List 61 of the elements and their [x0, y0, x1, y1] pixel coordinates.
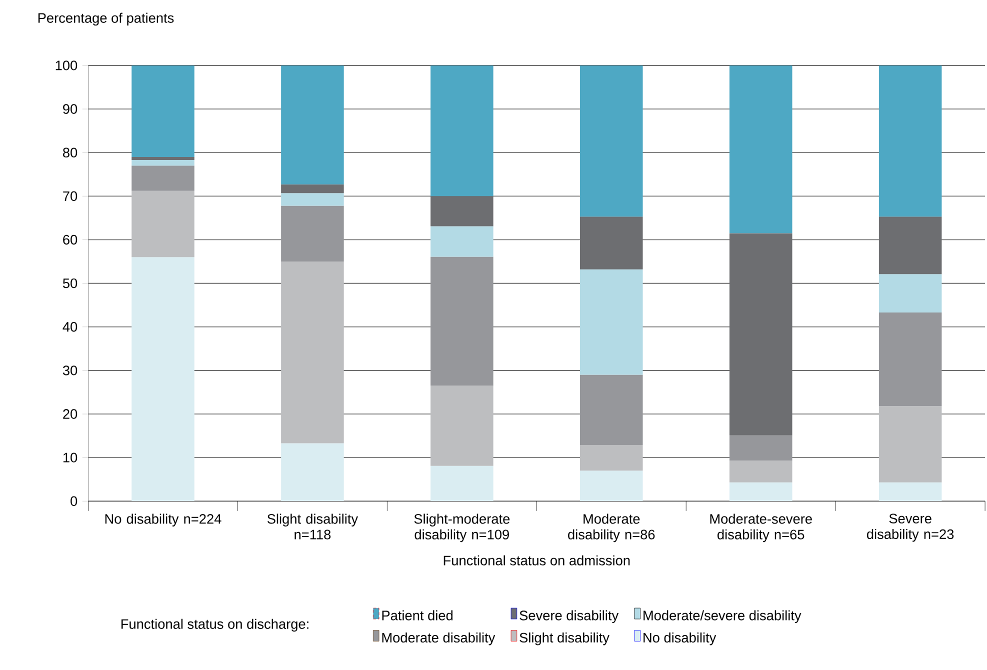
bar [729, 435, 792, 461]
legend-title: Functional status on discharge: [121, 618, 308, 632]
bar [281, 206, 344, 262]
legend-label: No disability [644, 632, 716, 646]
bar [132, 156, 194, 160]
bar [878, 406, 942, 482]
x-tick-label: Severe disability n=23 [866, 514, 954, 542]
y-axis-title: Percentage of patients [38, 12, 174, 26]
legend-label: Severe disability [520, 610, 619, 623]
legend-label: Moderate disability [382, 632, 496, 646]
y-tick-label: 90 [63, 104, 78, 114]
bar [132, 190, 194, 258]
y-tick-label: 40 [62, 322, 78, 332]
bar [430, 256, 494, 386]
legend-label: Patient died [382, 610, 453, 620]
y-tick-label: 60 [63, 234, 78, 244]
x-axis-title: Functional status on admission [444, 555, 630, 566]
y-tick-label: 20 [63, 409, 78, 419]
x-tick-label: Slight disability n=118 [267, 514, 358, 540]
bar [729, 482, 792, 502]
y-tick-label: 0 [70, 496, 78, 506]
bar [132, 257, 194, 502]
bar [281, 193, 344, 206]
bar [729, 233, 792, 436]
bar [878, 65, 942, 217]
y-tick-label: 80 [63, 148, 78, 158]
bar [132, 65, 194, 157]
x-tick-label: Slight-moderate disability n=109 [414, 514, 510, 542]
bar [878, 274, 942, 312]
y-tick-label: 100 [56, 60, 78, 70]
bar [132, 160, 194, 166]
y-tick-label: 10 [63, 452, 78, 462]
x-tick-label: No disability n=224 [105, 514, 222, 526]
x-tick-label: Moderate disability n=86 [568, 514, 655, 542]
bar [729, 65, 792, 234]
legend-label: Slight disability [520, 632, 610, 646]
bar [580, 444, 643, 471]
bar [430, 226, 494, 257]
y-tick-label: 30 [62, 366, 78, 376]
bar [281, 184, 344, 194]
bar [430, 466, 494, 502]
legend-label: Moderate/severe disability [644, 610, 802, 623]
x-tick-label: Moderate-severe disability n=65 [710, 514, 812, 542]
bar [430, 386, 494, 466]
bar [430, 196, 494, 226]
bar [729, 460, 792, 482]
bar [580, 65, 643, 217]
bar [878, 312, 942, 406]
bar [580, 374, 643, 445]
bar [281, 261, 344, 444]
bar [878, 216, 942, 274]
bar [281, 65, 344, 184]
bar [580, 216, 643, 270]
bar [878, 482, 942, 502]
bar [580, 269, 643, 375]
bar [580, 470, 643, 502]
bar [430, 65, 494, 196]
y-tick-label: 70 [63, 191, 78, 201]
bar [281, 443, 344, 502]
y-tick-label: 50 [62, 278, 78, 288]
bar [132, 166, 194, 191]
